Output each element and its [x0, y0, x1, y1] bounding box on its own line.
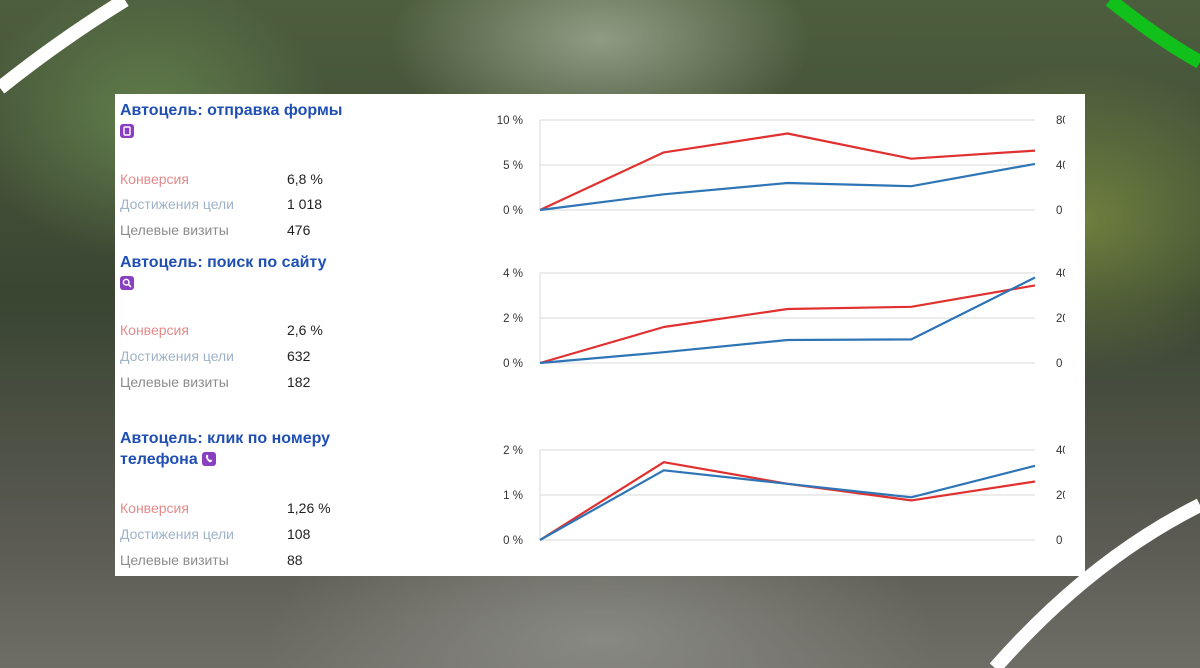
white-curve-top-left [0, 0, 129, 94]
right-axis-tick-label: 400 [1056, 160, 1065, 172]
right-axis-tick-label: 0 [1056, 358, 1062, 369]
metric-label: Конверсия [120, 322, 189, 338]
left-axis-tick-label: 4 % [503, 268, 523, 280]
goal-title: Автоцель: отправка формы [120, 100, 460, 142]
left-axis-tick-label: 5 % [503, 160, 523, 172]
left-axis-tick-label: 2 % [503, 313, 523, 325]
goal-title-text: Автоцель: отправка формы [120, 102, 343, 119]
conversion-series-line [539, 461, 1036, 541]
metric-label: Конверсия [120, 500, 189, 516]
goal-block-phone: Автоцель: клик по номеру телефона [120, 428, 380, 470]
goal-title: Автоцель: клик по номеру телефона [120, 428, 380, 470]
metric-value: 108 [287, 526, 311, 542]
goal-block-form: Автоцель: отправка формы [120, 100, 460, 142]
metric-value: 2,6 % [287, 322, 323, 338]
count-series-line [539, 276, 1036, 365]
green-curve-top-right [1105, 0, 1200, 69]
goal-title: Автоцель: поиск по сайту [120, 252, 460, 294]
goal-block-search: Автоцель: поиск по сайту [120, 252, 460, 294]
metric-label: Целевые визиты [120, 374, 229, 390]
right-axis-tick-label: 20 [1056, 490, 1065, 502]
right-axis-tick-label: 40 [1056, 445, 1065, 457]
right-axis-tick-label: 0 [1056, 535, 1062, 546]
left-axis-tick-label: 0 % [503, 535, 523, 546]
goals-report-panel: Автоцель: отправка формы Конверсия 6,8 %… [115, 94, 1085, 576]
metric-value: 88 [287, 552, 303, 568]
goal-title-text: Автоцель: поиск по сайту [120, 254, 327, 271]
conversion-series-line [539, 284, 1036, 365]
form-icon [120, 124, 134, 138]
metric-value: 6,8 % [287, 171, 323, 187]
metric-label: Достижения цели [120, 526, 235, 542]
right-axis-tick-label: 800 [1056, 115, 1065, 127]
left-axis-tick-label: 0 % [503, 358, 523, 369]
phone-icon [202, 452, 217, 466]
right-axis-tick-label: 0 [1056, 205, 1062, 216]
search-icon [120, 276, 134, 290]
right-axis-tick-label: 200 [1056, 313, 1065, 325]
chart-form-conversion: 10 % 800 5 % 400 0 % 0 [497, 115, 1065, 216]
metric-value: 1,26 % [287, 500, 331, 516]
left-axis-tick-label: 10 % [497, 115, 523, 127]
goal-title-text: Автоцель: клик по номеру телефона [120, 430, 331, 468]
left-axis-tick-label: 2 % [503, 445, 523, 457]
metric-value: 1 018 [287, 196, 323, 212]
left-axis-tick-label: 0 % [503, 205, 523, 216]
white-curve-bottom-right [989, 498, 1200, 668]
count-series-line [539, 464, 1036, 541]
metric-label: Целевые визиты [120, 222, 229, 238]
metric-value: 182 [287, 374, 311, 390]
count-series-line [539, 162, 1036, 212]
metric-value: 632 [287, 348, 311, 364]
left-axis-tick-label: 1 % [503, 490, 523, 502]
chart-search-conversion: 4 % 400 2 % 200 0 % 0 [503, 268, 1065, 369]
metric-label: Целевые визиты [120, 552, 229, 568]
metric-label: Конверсия [120, 171, 189, 187]
metric-value: 476 [287, 222, 311, 238]
conversion-series-line [539, 132, 1036, 211]
metric-label: Достижения цели [120, 196, 235, 212]
chart-phone-conversion: 2 % 40 1 % 20 0 % 0 [503, 445, 1065, 546]
metric-label: Достижения цели [120, 348, 235, 364]
right-axis-tick-label: 400 [1056, 268, 1065, 280]
